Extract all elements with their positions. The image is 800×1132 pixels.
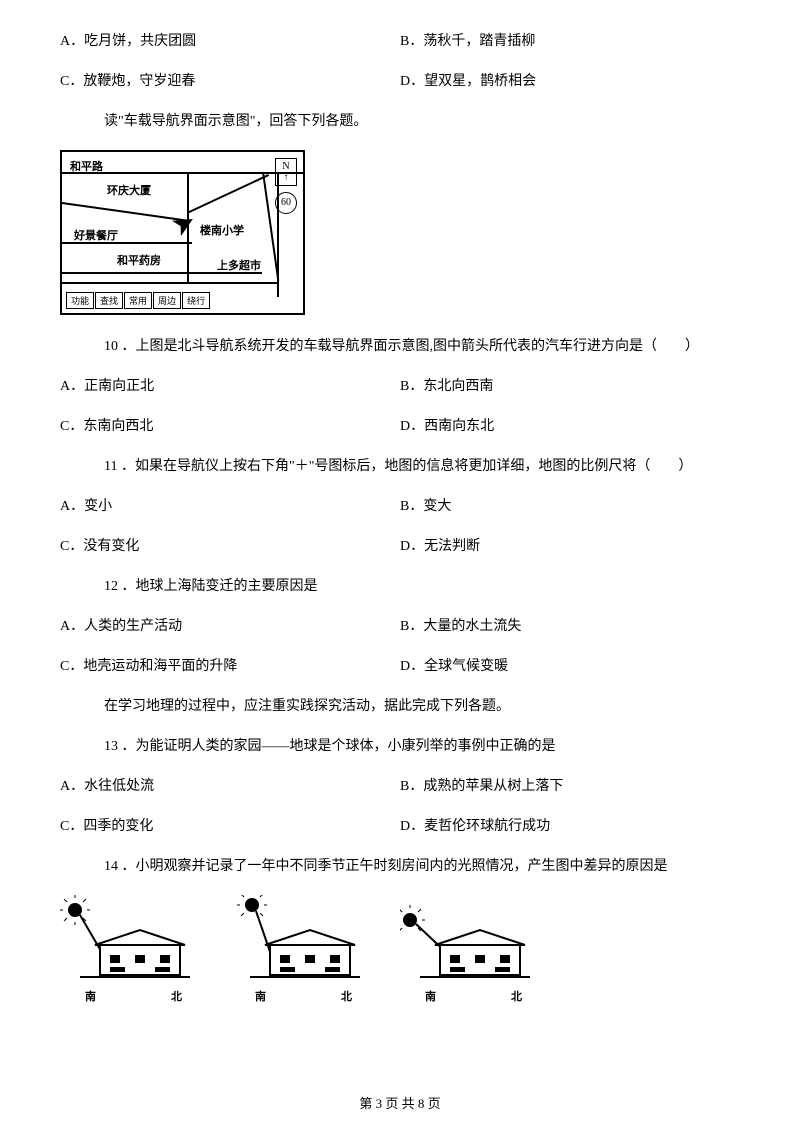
q10-option-a: A．正南向正北 <box>60 375 400 395</box>
sun-house-diagram: 南 北 <box>60 895 740 1004</box>
option-d: D．望双星，鹊桥相会 <box>400 70 740 90</box>
nav-menu-item: 绕行 <box>182 292 210 309</box>
q12-option-b: B．大量的水土流失 <box>400 615 740 635</box>
page-footer: 第 3 页 共 8 页 <box>0 1093 800 1112</box>
q10-option-b: B．东北向西南 <box>400 375 740 395</box>
question-12: 12 ．地球上海陆变迁的主要原因是 <box>104 575 740 595</box>
q11-option-c: C．没有变化 <box>60 535 400 555</box>
north-label: 北 <box>171 988 182 1004</box>
option-b: B．荡秋千，踏青插柳 <box>400 30 740 50</box>
q11-option-a: A．变小 <box>60 495 400 515</box>
question-10: 10 ．上图是北斗导航系统开发的车载导航界面示意图,图中箭头所代表的汽车行进方向… <box>104 335 740 355</box>
north-label: 北 <box>511 988 522 1004</box>
intro-text: 读"车载导航界面示意图"，回答下列各题。 <box>104 110 740 130</box>
option-a: A．吃月饼，共庆团圆 <box>60 30 400 50</box>
q13-option-b: B．成熟的苹果从树上落下 <box>400 775 740 795</box>
south-label: 南 <box>85 988 96 1004</box>
nav-market-label: 上多超市 <box>217 257 261 273</box>
north-label: 北 <box>341 988 352 1004</box>
direction-arrow-icon: ➤ <box>165 203 202 244</box>
nav-menu-item: 查找 <box>95 292 123 309</box>
q13-option-c: C．四季的变化 <box>60 815 400 835</box>
option-c: C．放鞭炮，守岁迎春 <box>60 70 400 90</box>
compass-icon: N↑ <box>275 158 297 186</box>
question-11: 11 ．如果在导航仪上按右下角"＋"号图标后，地图的信息将更加详细，地图的比例尺… <box>104 455 740 475</box>
nav-restaurant-label: 好景餐厅 <box>74 227 118 243</box>
q12-option-a: A．人类的生产活动 <box>60 615 400 635</box>
q13-option-d: D．麦哲伦环球航行成功 <box>400 815 740 835</box>
south-label: 南 <box>255 988 266 1004</box>
q10-option-d: D．西南向东北 <box>400 415 740 435</box>
intro-text-2: 在学习地理的过程中，应注重实践探究活动，据此完成下列各题。 <box>104 695 740 715</box>
q12-option-c: C．地壳运动和海平面的升降 <box>60 655 400 675</box>
speed-indicator: 60 <box>275 192 297 214</box>
nav-school-label: 楼南小学 <box>200 222 244 238</box>
q10-option-c: C．东南向西北 <box>60 415 400 435</box>
q13-option-a: A．水往低处流 <box>60 775 400 795</box>
nav-map-diagram: 和平路 环庆大厦 好景餐厅 和平药房 楼南小学 上多超市 N↑ 60 ➤ 功能 … <box>60 150 305 315</box>
q11-option-b: B．变大 <box>400 495 740 515</box>
nav-building-label: 环庆大厦 <box>107 182 151 198</box>
nav-menu-bar: 功能 查找 常用 周边 绕行 <box>66 292 210 309</box>
question-13: 13 ．为能证明人类的家园——地球是个球体，小康列举的事例中正确的是 <box>104 735 740 755</box>
question-14: 14 ．小明观察并记录了一年中不同季节正午时刻房间内的光照情况，产生图中差异的原… <box>104 855 740 875</box>
nav-menu-item: 常用 <box>124 292 152 309</box>
nav-pharmacy-label: 和平药房 <box>117 252 161 268</box>
nav-menu-item: 功能 <box>66 292 94 309</box>
nav-menu-item: 周边 <box>153 292 181 309</box>
q12-option-d: D．全球气候变暖 <box>400 655 740 675</box>
q11-option-d: D．无法判断 <box>400 535 740 555</box>
south-label: 南 <box>425 988 436 1004</box>
nav-road-label: 和平路 <box>70 158 103 174</box>
